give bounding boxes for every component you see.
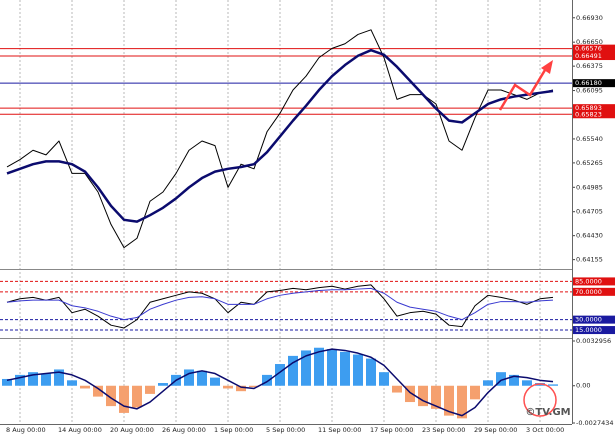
level-label-box bbox=[573, 277, 615, 286]
histogram-bar bbox=[301, 350, 311, 386]
histogram-bar bbox=[15, 374, 25, 386]
histogram-bar bbox=[366, 358, 376, 386]
histogram-bar bbox=[522, 380, 532, 386]
y-tick-label: 0.64155 bbox=[576, 256, 603, 264]
level-label: 30.0000 bbox=[575, 316, 602, 324]
histogram-bar bbox=[509, 374, 519, 386]
series-line bbox=[6, 29, 554, 249]
level-label-box bbox=[573, 315, 615, 324]
x-tick-label: 26 Aug 00:00 bbox=[162, 426, 206, 434]
histogram-bar bbox=[431, 385, 441, 409]
histogram-bar bbox=[93, 385, 103, 397]
histogram-bar bbox=[470, 385, 480, 400]
x-tick-label: 14 Aug 00:00 bbox=[58, 426, 102, 434]
x-tick-label: 5 Sep 00:00 bbox=[266, 426, 305, 434]
level-label: 70.0000 bbox=[575, 288, 602, 296]
histogram-bar bbox=[275, 364, 285, 386]
histogram-bar bbox=[223, 385, 233, 389]
y-tick-label: 0.66375 bbox=[576, 62, 603, 70]
x-tick-label: 8 Aug 00:00 bbox=[6, 426, 46, 434]
histogram-bar bbox=[106, 385, 116, 407]
x-tick-label: 20 Aug 00:00 bbox=[110, 426, 154, 434]
x-tick-label: 11 Sep 00:00 bbox=[318, 426, 361, 434]
histogram-bar bbox=[132, 385, 142, 408]
level-label: 0.65893 bbox=[575, 104, 602, 112]
histogram-bar bbox=[457, 385, 467, 419]
series-line bbox=[6, 348, 554, 417]
histogram-bar bbox=[340, 351, 350, 386]
x-tick-label: 29 Sep 00:00 bbox=[474, 426, 517, 434]
histogram-bar bbox=[496, 372, 506, 386]
histogram-bar bbox=[392, 385, 402, 393]
level-label-box bbox=[573, 79, 615, 88]
level-label: 0.66180 bbox=[575, 79, 602, 87]
x-tick-label: 1 Sep 00:00 bbox=[214, 426, 253, 434]
histogram-bar bbox=[28, 372, 38, 386]
histogram-bar bbox=[184, 369, 194, 386]
histogram-bar bbox=[444, 385, 454, 416]
y-tick-label: 0.65540 bbox=[576, 135, 603, 143]
y-tick-label: 0.66095 bbox=[576, 87, 603, 95]
histogram-bar bbox=[41, 373, 51, 386]
x-tick-label: 23 Sep 00:00 bbox=[422, 426, 465, 434]
y-tick-label: 0.0032956 bbox=[576, 337, 611, 345]
histogram-bar bbox=[262, 374, 272, 386]
level-label: 85.0000 bbox=[575, 277, 602, 285]
histogram-bar bbox=[418, 385, 428, 407]
x-tick-label: 17 Sep 00:00 bbox=[370, 426, 413, 434]
histogram-bar bbox=[67, 380, 77, 386]
y-tick-label: 0.00 bbox=[576, 382, 590, 390]
level-label: 15.0000 bbox=[575, 326, 602, 334]
level-label-box bbox=[573, 110, 615, 119]
y-tick-label: 0.64430 bbox=[576, 232, 603, 240]
x-tick-label: 3 Oct 00:00 bbox=[526, 426, 564, 434]
histogram-bar bbox=[158, 383, 168, 386]
series-line bbox=[6, 287, 554, 321]
histogram-bar bbox=[353, 354, 363, 386]
histogram-bar bbox=[548, 384, 558, 386]
y-tick-label: 0.66650 bbox=[576, 38, 603, 46]
y-tick-label: 0.64985 bbox=[576, 183, 603, 191]
level-label-box bbox=[573, 44, 615, 53]
histogram-bar bbox=[54, 369, 64, 386]
level-label-box bbox=[573, 52, 615, 61]
level-label: 0.66576 bbox=[575, 45, 602, 53]
series-line bbox=[6, 48, 554, 223]
y-tick-label: -0.0027434 bbox=[576, 419, 614, 427]
histogram-bar bbox=[145, 385, 155, 394]
level-label: 0.65823 bbox=[575, 110, 602, 118]
highlight-circle bbox=[523, 383, 557, 417]
histogram-bar bbox=[327, 349, 337, 386]
histogram-bar bbox=[2, 378, 12, 386]
histogram-bar bbox=[80, 385, 90, 389]
histogram-bar bbox=[249, 385, 259, 388]
histogram-bar bbox=[288, 355, 298, 386]
y-tick-label: 0.66930 bbox=[576, 14, 603, 22]
histogram-bar bbox=[197, 370, 207, 386]
histogram-bar bbox=[119, 385, 129, 413]
level-label-box bbox=[573, 104, 615, 113]
histogram-bar bbox=[483, 380, 493, 386]
forecast-arrow bbox=[498, 64, 550, 111]
y-tick-label: 0.65265 bbox=[576, 159, 603, 167]
histogram-bar bbox=[405, 385, 415, 403]
histogram-bar bbox=[379, 372, 389, 386]
arrow-head bbox=[541, 60, 553, 74]
histogram-bar bbox=[210, 377, 220, 386]
level-label-box bbox=[573, 287, 615, 296]
watermark: ©TV.GM bbox=[525, 407, 570, 418]
level-label: 0.66491 bbox=[575, 52, 602, 60]
series-line bbox=[6, 284, 554, 329]
y-tick-label: 0.64705 bbox=[576, 208, 603, 216]
level-label-box bbox=[573, 326, 615, 335]
histogram-bar bbox=[314, 347, 324, 386]
histogram-bar bbox=[236, 385, 246, 392]
